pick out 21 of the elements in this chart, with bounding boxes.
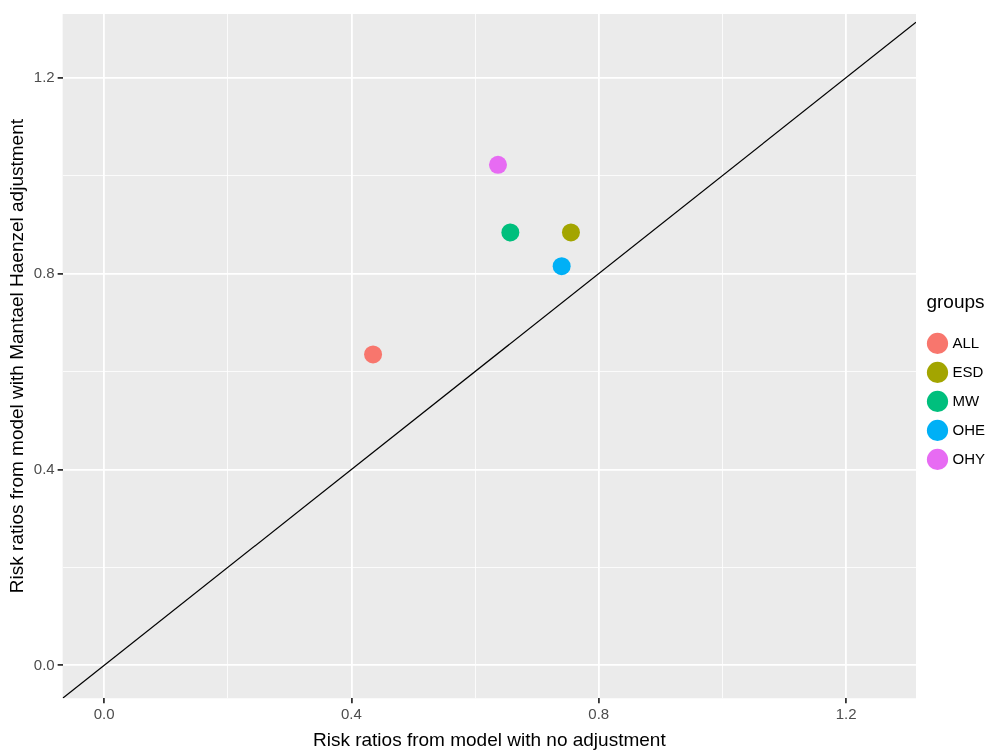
y-tick-label: 1.2 — [33, 67, 55, 85]
legend-label: MW — [952, 391, 980, 409]
point — [488, 155, 507, 174]
point — [364, 345, 383, 364]
point — [501, 223, 520, 242]
point — [552, 257, 571, 276]
legend-label: OHE — [952, 420, 986, 438]
y-tick-label: 0.8 — [33, 263, 55, 281]
x-tick-label: 0.0 — [93, 705, 115, 723]
x-tick-label: 0.4 — [341, 705, 362, 723]
legend-title: groups — [926, 290, 985, 312]
y-tick-label: 0.4 — [33, 459, 55, 477]
y-tick-label: 0.0 — [33, 655, 55, 673]
x-tick-label: 1.2 — [835, 705, 857, 723]
y-axis-title: Risk ratios from model with Mantael Haenzel adjustment — [5, 118, 27, 594]
x-tick-label: 0.8 — [588, 705, 610, 723]
point — [561, 223, 580, 242]
legend-label: ESD — [952, 362, 984, 380]
legend-label: OHY — [952, 449, 986, 467]
x-axis-title: Risk ratios from model with no adjustment — [312, 728, 667, 750]
legend-label: ALL — [952, 333, 980, 351]
